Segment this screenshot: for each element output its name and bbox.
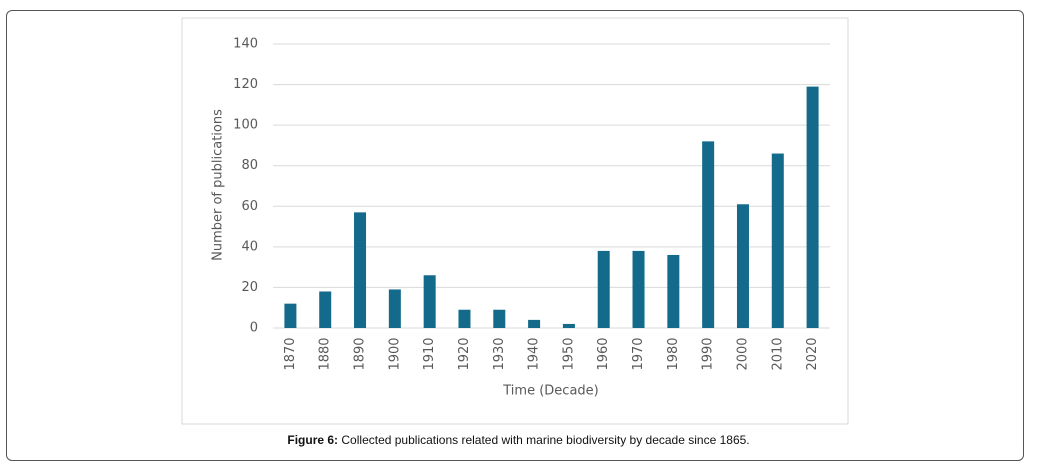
bar [702,141,715,328]
x-tick-label: 1910 [422,337,437,370]
x-axis-title: Time (Decade) [502,384,598,399]
bar [771,153,784,328]
caption-text: Collected publications related with mari… [341,433,750,447]
x-tick-label: 1940 [527,337,542,370]
bar [354,212,367,328]
bar [388,289,401,328]
bar [528,319,541,328]
x-tick-label: 1960 [596,337,611,370]
x-tick-label: 1900 [387,337,402,370]
x-tick-label: 2020 [805,337,820,370]
x-tick-label: 1880 [318,337,333,370]
bar [562,323,575,328]
y-tick-label: 120 [233,77,258,92]
x-tick-label: 1890 [353,337,368,370]
bar [736,204,749,328]
figure-frame [6,10,1024,461]
x-tick-label: 1920 [457,337,472,370]
y-tick-label: 0 [250,321,258,336]
x-tick-label: 2010 [770,337,785,370]
bar [632,250,645,328]
bar [493,309,506,328]
bar [458,309,471,328]
y-tick-label: 80 [241,158,258,173]
y-tick-label: 100 [233,118,258,133]
x-tick-label: 1930 [492,337,507,370]
bar [319,291,332,328]
x-tick-label: 1870 [283,337,298,370]
bar [284,303,297,328]
x-tick-label: 2000 [735,337,750,370]
y-tick-label: 40 [241,239,258,254]
bar [667,254,680,328]
caption-label: Figure 6: [287,433,339,447]
bar [597,250,610,328]
y-tick-label: 60 [241,199,258,214]
y-tick-label: 20 [241,280,258,295]
x-tick-label: 1980 [666,337,681,370]
x-tick-label: 1950 [561,337,576,370]
caption: Figure 6: Collected publications related… [0,433,1037,447]
x-tick-label: 1970 [631,337,646,370]
y-tick-label: 140 [233,37,258,52]
bar [423,275,436,328]
y-axis-title: Number of publications [211,109,226,261]
x-tick-label: 1990 [701,337,716,370]
bar [806,86,819,328]
